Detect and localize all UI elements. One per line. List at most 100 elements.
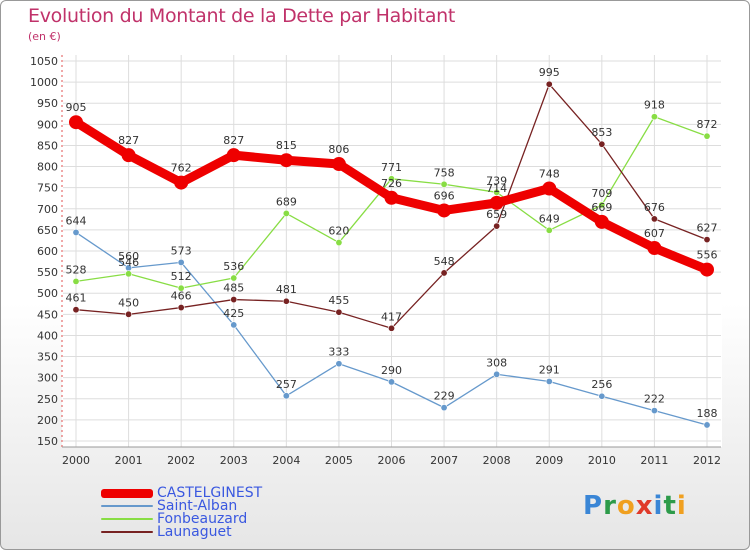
legend-label: Fonbeauzard [157, 511, 248, 527]
data-label: 995 [539, 66, 560, 79]
data-label: 827 [223, 134, 244, 147]
data-point [598, 201, 606, 209]
data-label: 762 [171, 162, 192, 175]
data-point [650, 113, 658, 121]
legend-swatch [101, 505, 153, 507]
y-tick-label: 950 [37, 97, 58, 110]
y-tick-label: 200 [37, 414, 58, 427]
data-point [647, 241, 662, 256]
data-label: 739 [486, 174, 507, 187]
data-label: 461 [66, 292, 87, 305]
data-point [493, 222, 501, 230]
data-label: 466 [171, 290, 192, 303]
data-point [700, 262, 714, 277]
data-label: 256 [591, 378, 612, 391]
data-point [387, 324, 395, 332]
data-point [542, 181, 557, 196]
data-point [279, 153, 294, 168]
data-label: 455 [328, 294, 349, 307]
data-point [437, 203, 452, 218]
data-point [121, 148, 136, 163]
data-label: 417 [381, 310, 402, 323]
data-label: 257 [276, 378, 297, 391]
data-point [226, 148, 241, 163]
data-label: 512 [171, 270, 192, 283]
data-label: 536 [223, 260, 244, 273]
data-point [72, 228, 80, 236]
data-point [230, 274, 238, 282]
data-label: 607 [644, 227, 665, 240]
y-tick-label: 750 [37, 182, 58, 195]
data-label: 548 [434, 255, 455, 268]
data-label: 450 [118, 296, 139, 309]
data-label: 560 [118, 250, 139, 263]
y-tick-label: 150 [37, 435, 58, 448]
data-label: 758 [434, 166, 455, 179]
x-tick-label: 2005 [325, 454, 353, 467]
data-label: 669 [591, 201, 612, 214]
y-tick-label: 1050 [30, 55, 58, 68]
data-label: 709 [591, 187, 612, 200]
x-tick-label: 2001 [115, 454, 143, 467]
legend-label: Saint-Alban [157, 498, 238, 514]
data-label: 853 [591, 126, 612, 139]
data-label: 291 [539, 363, 560, 376]
data-point [545, 80, 553, 88]
x-tick-label: 2003 [220, 454, 248, 467]
y-tick-label: 450 [37, 308, 58, 321]
legend-item: Fonbeauzard [101, 511, 248, 527]
data-point [387, 378, 395, 386]
data-point [598, 392, 606, 400]
y-tick-label: 500 [37, 287, 58, 300]
data-point [545, 377, 553, 385]
legend-swatch [101, 531, 153, 533]
y-tick-label: 700 [37, 203, 58, 216]
chart-subtitle: (en €) [28, 30, 61, 43]
x-tick-label: 2012 [693, 454, 721, 467]
data-point [177, 304, 185, 312]
data-label: 308 [486, 356, 507, 369]
data-label: 481 [276, 283, 297, 296]
data-label: 676 [644, 201, 665, 214]
data-label: 333 [328, 346, 349, 359]
data-point [282, 209, 290, 217]
data-point [125, 310, 133, 318]
data-point [703, 421, 711, 429]
data-label: 573 [171, 244, 192, 257]
x-tick-label: 2011 [640, 454, 668, 467]
data-point [440, 180, 448, 188]
legend-swatch [101, 518, 153, 520]
data-point [177, 284, 185, 292]
data-label: 815 [276, 139, 297, 152]
data-label: 726 [381, 177, 402, 190]
data-point [703, 236, 711, 244]
data-point [72, 277, 80, 285]
data-point [282, 297, 290, 305]
x-tick-label: 2009 [535, 454, 563, 467]
y-tick-label: 650 [37, 224, 58, 237]
data-label: 748 [539, 168, 560, 181]
data-point [440, 404, 448, 412]
x-tick-label: 2008 [483, 454, 511, 467]
y-tick-label: 350 [37, 351, 58, 364]
y-tick-label: 850 [37, 139, 58, 152]
y-tick-label: 600 [37, 245, 58, 258]
data-point [69, 115, 83, 130]
data-label: 696 [434, 189, 455, 202]
data-point [493, 370, 501, 378]
data-point [177, 258, 185, 266]
y-tick-label: 1000 [30, 76, 58, 89]
legend-item: Launaguet [101, 524, 232, 540]
data-label: 918 [644, 99, 665, 112]
legend-swatch [101, 488, 153, 498]
data-label: 229 [434, 390, 455, 403]
data-point [598, 140, 606, 148]
legend-label: CASTELGINEST [157, 485, 263, 501]
data-label: 620 [328, 225, 349, 238]
data-point [174, 175, 189, 190]
data-point [489, 195, 504, 210]
data-label: 689 [276, 195, 297, 208]
data-point [335, 239, 343, 247]
